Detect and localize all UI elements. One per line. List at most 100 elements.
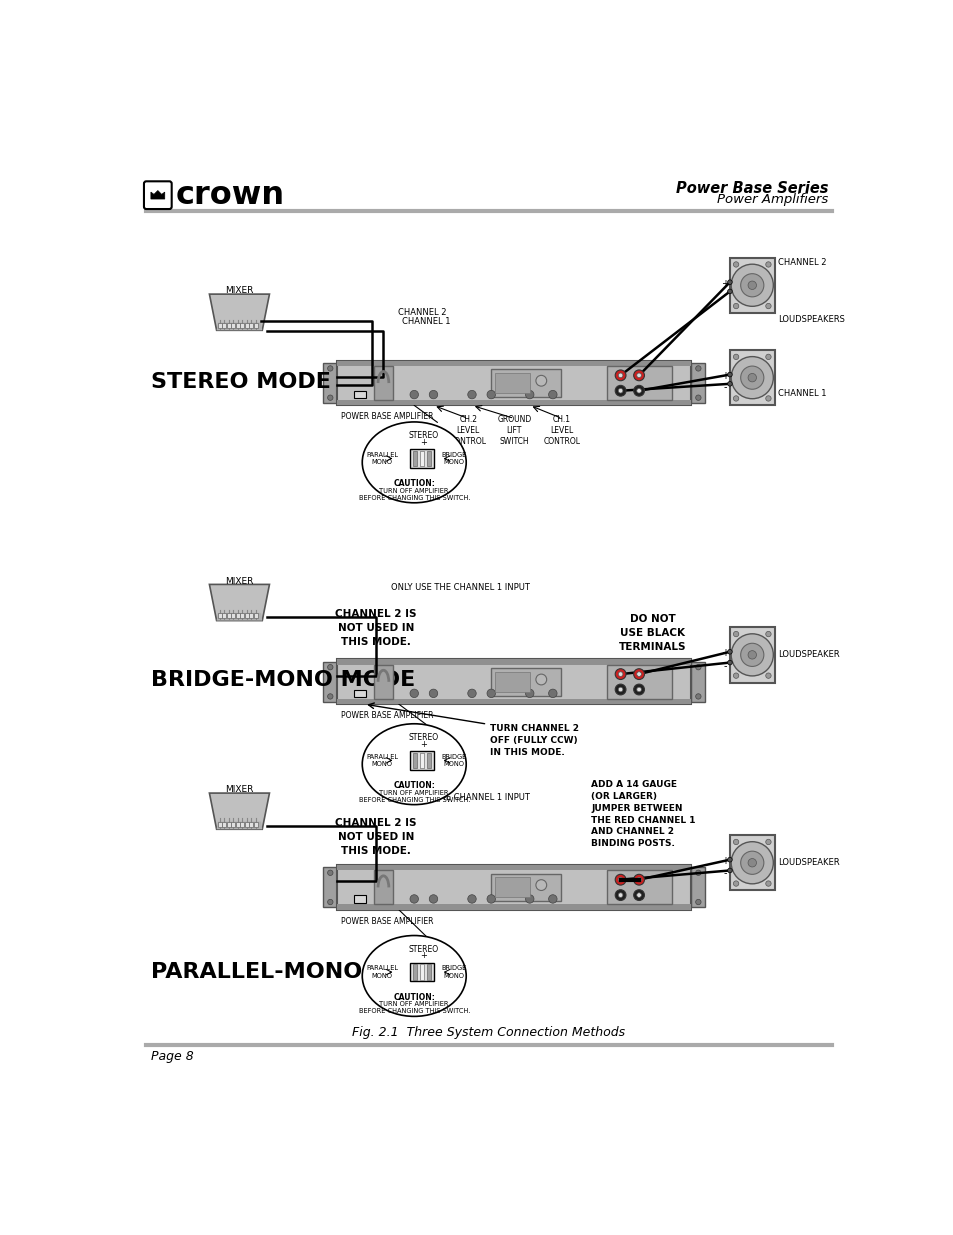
Text: -: - [722, 661, 726, 671]
Circle shape [410, 689, 418, 698]
Circle shape [633, 684, 644, 695]
Text: POWER BASE AMPLIFIER: POWER BASE AMPLIFIER [341, 412, 433, 421]
Bar [336, 699, 691, 704]
Bar [336, 361, 691, 366]
Bar [729, 835, 774, 890]
Circle shape [747, 651, 756, 659]
Circle shape [327, 664, 333, 669]
Bar [606, 366, 672, 400]
Circle shape [727, 382, 732, 387]
Circle shape [327, 395, 333, 400]
Bar [240, 613, 244, 619]
Circle shape [618, 687, 622, 692]
Text: TURN OFF AMPLIFIER: TURN OFF AMPLIFIER [379, 789, 449, 795]
Text: MIXER: MIXER [225, 577, 253, 585]
Bar [413, 451, 416, 466]
Bar [409, 450, 434, 468]
Circle shape [733, 304, 738, 309]
Bar [249, 322, 253, 329]
Circle shape [695, 694, 700, 699]
Text: -: - [722, 382, 726, 391]
Circle shape [695, 664, 700, 669]
Circle shape [525, 894, 534, 903]
Text: +: + [720, 372, 728, 382]
Circle shape [525, 390, 534, 399]
Text: CHANNEL 2 IS
NOT USED IN
THIS MODE.: CHANNEL 2 IS NOT USED IN THIS MODE. [335, 609, 416, 647]
Bar [253, 613, 257, 619]
Polygon shape [151, 190, 165, 199]
Circle shape [730, 634, 773, 676]
Circle shape [536, 375, 546, 387]
Bar [419, 965, 424, 979]
Bar [354, 689, 366, 698]
Circle shape [486, 390, 495, 399]
Polygon shape [210, 793, 269, 829]
Bar [235, 821, 239, 827]
Circle shape [618, 672, 622, 677]
Bar [495, 672, 529, 692]
Circle shape [727, 661, 732, 664]
Bar [323, 662, 336, 701]
Bar [729, 627, 774, 683]
Bar [249, 613, 253, 619]
Bar [231, 821, 234, 827]
Text: BRIDGE
MONO: BRIDGE MONO [441, 966, 466, 979]
Text: MIXER: MIXER [225, 287, 253, 295]
Circle shape [636, 389, 640, 393]
Bar [691, 662, 704, 701]
Text: CH.2
LEVEL
CONTROL: CH.2 LEVEL CONTROL [449, 415, 486, 446]
Circle shape [467, 689, 476, 698]
Circle shape [733, 395, 738, 401]
Text: DO NOT
USE BLACK
TERMINALS: DO NOT USE BLACK TERMINALS [618, 614, 686, 652]
Bar [323, 363, 336, 403]
Circle shape [733, 881, 738, 887]
Text: TURN CHANNEL 2
OFF (FULLY CCW)
IN THIS MODE.: TURN CHANNEL 2 OFF (FULLY CCW) IN THIS M… [489, 724, 578, 757]
Bar [217, 322, 221, 329]
Bar [413, 752, 416, 768]
Ellipse shape [362, 724, 466, 805]
Text: CHANNEL 1: CHANNEL 1 [777, 389, 825, 398]
Text: -: - [722, 868, 726, 878]
Bar [227, 613, 231, 619]
Bar [426, 965, 431, 979]
Circle shape [733, 262, 738, 267]
Text: ONLY USE THE CHANNEL 1 INPUT: ONLY USE THE CHANNEL 1 INPUT [391, 583, 529, 593]
Text: Page 8: Page 8 [151, 1050, 193, 1063]
Text: crown: crown [175, 179, 284, 211]
Circle shape [765, 262, 770, 267]
Circle shape [410, 390, 418, 399]
Circle shape [695, 366, 700, 370]
Bar [217, 613, 221, 619]
Text: STEREO MODE: STEREO MODE [151, 372, 331, 391]
Circle shape [733, 354, 738, 359]
Bar [491, 668, 560, 695]
Bar [419, 451, 424, 466]
Text: STEREO: STEREO [408, 431, 438, 440]
Text: CHANNEL 2: CHANNEL 2 [777, 258, 825, 267]
Circle shape [615, 668, 625, 679]
Circle shape [765, 304, 770, 309]
Bar [217, 821, 221, 827]
Bar [495, 877, 529, 898]
Circle shape [467, 894, 476, 903]
Text: -: - [722, 289, 726, 300]
Text: CAUTION:: CAUTION: [393, 782, 435, 790]
Circle shape [615, 684, 625, 695]
Text: BEFORE CHANGING THIS SWITCH.: BEFORE CHANGING THIS SWITCH. [358, 495, 470, 500]
Text: STEREO: STEREO [408, 732, 438, 742]
Circle shape [633, 385, 644, 396]
Bar [240, 821, 244, 827]
Bar [419, 451, 424, 466]
Bar [491, 873, 560, 902]
Circle shape [633, 874, 644, 885]
Bar [691, 363, 704, 403]
Circle shape [695, 395, 700, 400]
Circle shape [410, 894, 418, 903]
Bar [323, 867, 336, 908]
Bar [413, 965, 416, 979]
Text: +: + [720, 856, 728, 866]
Circle shape [733, 631, 738, 637]
Text: Power Amplifiers: Power Amplifiers [717, 194, 827, 206]
Circle shape [467, 390, 476, 399]
Text: +: + [720, 279, 728, 289]
